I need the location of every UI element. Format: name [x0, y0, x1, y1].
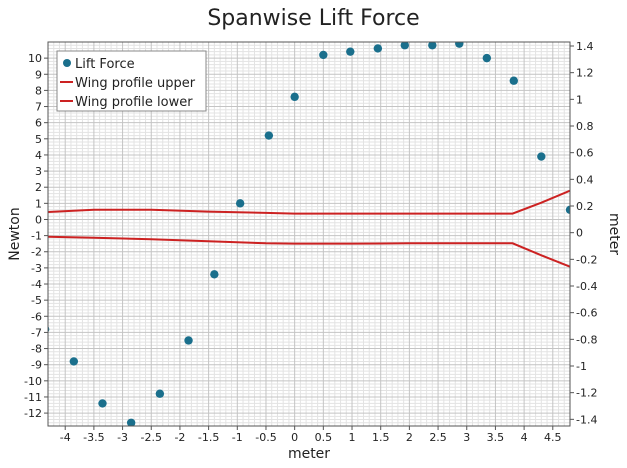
data-point — [400, 42, 409, 50]
y-tick-label: -6 — [31, 310, 42, 323]
y-tick-label: 3 — [35, 165, 42, 178]
y2-tick-label: -0.8 — [576, 333, 597, 346]
data-point — [290, 92, 299, 102]
x-tick-label: 3.5 — [487, 431, 505, 444]
legend: Lift Force Wing profile upper Wing profile… — [56, 50, 207, 112]
data-point — [184, 336, 193, 345]
data-point — [482, 53, 492, 63]
y-tick-label: 9 — [35, 68, 42, 81]
y-tick-label: -7 — [31, 326, 42, 339]
y2-tick-label: -0.6 — [576, 307, 597, 320]
y2-tick-label: -0.4 — [576, 280, 597, 293]
y2-tick-label: 0.2 — [576, 200, 594, 213]
plot-area — [48, 42, 570, 426]
y2-tick-label: 1 — [576, 93, 583, 106]
data-point — [373, 44, 383, 53]
data-point — [346, 47, 355, 56]
x-tick-label: 4.5 — [544, 431, 562, 444]
y-tick-label: 10 — [28, 52, 42, 65]
y2-tick-label: -0.2 — [576, 253, 597, 266]
x-tick-label: 1.5 — [372, 431, 390, 444]
y-tick-label: 5 — [35, 133, 42, 146]
series-wing-profile-lower — [48, 235, 570, 268]
legend-label: Lift Force — [75, 57, 135, 72]
y-tick-label: -4 — [31, 278, 42, 291]
y-tick-label: 4 — [35, 149, 42, 162]
x-tick-label: -2 — [174, 431, 185, 444]
legend-box — [56, 50, 207, 112]
x-tick-label: 2.5 — [429, 431, 447, 444]
x-tick-label: -1 — [232, 431, 243, 444]
series-wing-profile-upper — [48, 189, 570, 215]
series-line — [48, 235, 570, 268]
y-tick-label: -1 — [31, 230, 42, 243]
data-point — [69, 357, 79, 366]
y2-axis-label: meter — [606, 213, 622, 255]
y2-tick-label: 0 — [576, 227, 583, 240]
y-tick-label: -10 — [24, 375, 42, 388]
x-tick-label: -2.5 — [141, 431, 162, 444]
data-point — [319, 50, 328, 60]
legend-label: Wing profile upper — [75, 76, 196, 91]
y-tick-label: -11 — [24, 391, 42, 404]
y-tick-label: -9 — [31, 359, 42, 372]
y-tick-label: 0 — [35, 213, 42, 226]
y2-tick-label: 0.8 — [576, 120, 594, 133]
x-tick-label: 0 — [291, 431, 298, 444]
x-tick-label: -4 — [60, 431, 71, 444]
data-point — [537, 152, 546, 161]
data-point — [98, 399, 107, 408]
y-tick-label: 1 — [35, 197, 42, 210]
data-point — [155, 389, 165, 398]
y-tick-label: 7 — [35, 101, 42, 114]
x-tick-label: -3.5 — [83, 431, 104, 444]
y-axis-label: Newton — [7, 207, 23, 260]
y-tick-label: 6 — [35, 117, 42, 130]
x-tick-label: 0.5 — [315, 431, 333, 444]
data-point — [509, 76, 518, 85]
y2-tick-label: 0.6 — [576, 147, 594, 160]
x-tick-label: 4 — [521, 431, 528, 444]
y2-tick-label: -1.4 — [576, 413, 597, 426]
data-point — [264, 131, 274, 140]
y2-tick-label: -1 — [576, 360, 587, 373]
y-tick-label: -8 — [31, 343, 42, 356]
y2-tick-label: 1.2 — [576, 67, 594, 80]
y-tick-label: -5 — [31, 294, 42, 307]
data-point — [235, 199, 245, 208]
data-point — [565, 205, 570, 214]
data-point — [126, 418, 136, 426]
legend-marker — [63, 59, 71, 67]
y2-tick-label: -1.2 — [576, 387, 597, 400]
chart-title: Spanwise Lift Force — [207, 6, 420, 31]
data-point — [428, 42, 437, 50]
series-line — [48, 189, 570, 215]
y-tick-label: -3 — [31, 262, 42, 275]
legend-label: Wing profile lower — [75, 95, 193, 110]
data-point — [210, 270, 219, 279]
plot-frame — [47, 41, 571, 427]
y-tick-label: 2 — [35, 181, 42, 194]
axes: -4 -3.5 -3 -2.5 -2 -1.5 -1 -0.5 0 0.5 1 1.5 2 2.5 3 3.5… — [24, 40, 597, 444]
x-tick-label: -0.5 — [255, 431, 276, 444]
y-tick-label: -2 — [31, 246, 42, 259]
x-axis-label: meter — [288, 446, 330, 462]
series-lift-force — [48, 42, 570, 426]
x-tick-label: 2 — [406, 431, 413, 444]
x-tick-label: -3 — [117, 431, 128, 444]
y-tick-label: -12 — [24, 407, 42, 420]
data-point — [455, 42, 464, 48]
x-tick-label: 1 — [349, 431, 356, 444]
y2-tick-label: 1.4 — [576, 40, 594, 53]
y-tick-label: 8 — [35, 84, 42, 97]
grid — [47, 42, 571, 427]
y2-tick-label: 0.4 — [576, 173, 594, 186]
x-tick-label: 3 — [463, 431, 470, 444]
x-tick-label: -1.5 — [198, 431, 219, 444]
